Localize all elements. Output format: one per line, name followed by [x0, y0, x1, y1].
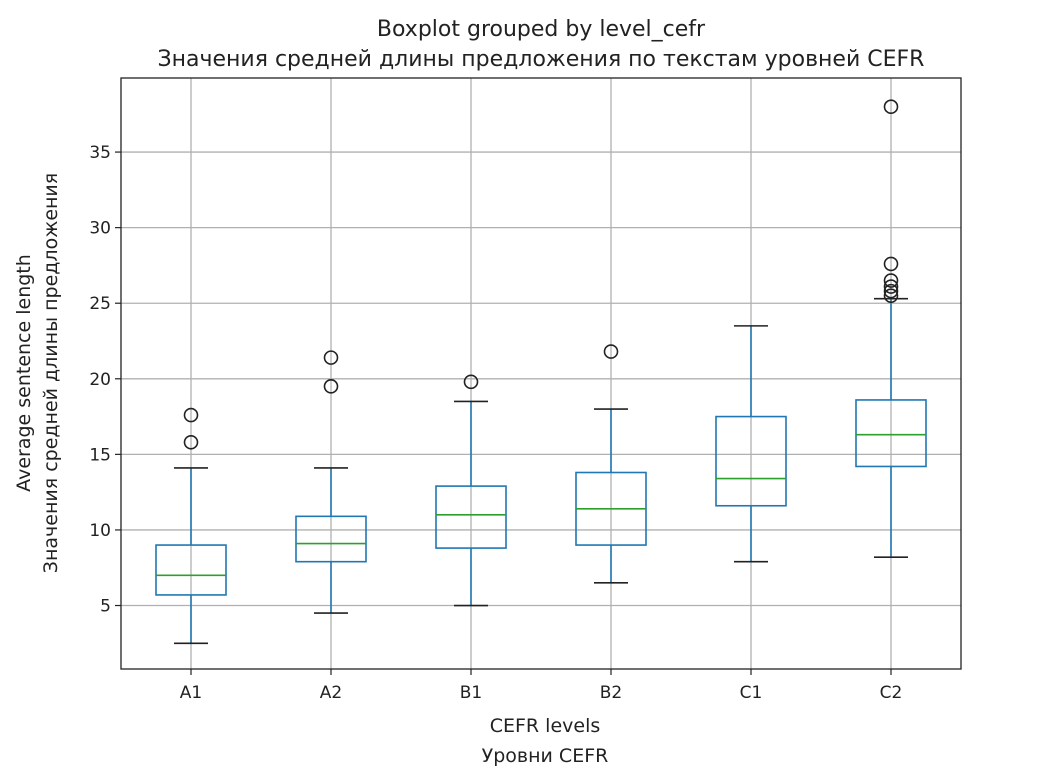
outlier-point	[883, 283, 899, 299]
x-tick-label: B2	[600, 683, 622, 703]
y-tick-label: 35	[89, 143, 111, 163]
box-B2	[575, 344, 647, 584]
y-tick-label: 20	[89, 370, 111, 390]
y-axis-label-2: Значения средней длины предложения	[40, 173, 62, 573]
outlier-point	[883, 256, 899, 272]
x-tick-label: C1	[740, 683, 763, 703]
box-C2	[855, 99, 927, 558]
outlier-point	[603, 344, 619, 359]
box-A1	[155, 407, 227, 645]
chart-title: Boxplot grouped by level_cefr	[377, 17, 706, 42]
outlier-point	[323, 379, 339, 394]
x-axis-label-2: Уровни CEFR	[482, 745, 609, 767]
y-tick-label: 15	[89, 445, 111, 465]
outlier-point	[183, 407, 199, 423]
outlier-point	[323, 350, 339, 365]
x-tick-label: A1	[180, 683, 202, 703]
y-tick-label: 5	[100, 597, 111, 617]
box-A2	[295, 350, 367, 614]
outlier-point	[463, 374, 479, 390]
chart-subtitle: Значения средней длины предложения по те…	[158, 47, 925, 72]
box-iqr	[435, 485, 507, 549]
outlier-point	[883, 288, 899, 303]
outlier-point	[883, 99, 899, 115]
box-B1	[435, 374, 507, 607]
outlier-point	[883, 273, 899, 288]
box-iqr	[295, 515, 367, 563]
y-tick-label: 25	[89, 294, 111, 314]
y-axis-label: Average sentence length	[13, 254, 35, 492]
x-axis-label: CEFR levels	[490, 715, 601, 737]
x-tick-label: A2	[320, 683, 342, 703]
box-iqr	[715, 415, 787, 507]
box-iqr	[855, 399, 927, 468]
box-C1	[715, 325, 787, 563]
outlier-point	[183, 434, 199, 450]
box-iqr	[155, 544, 227, 596]
y-tick-label: 10	[89, 521, 111, 541]
y-tick-label: 30	[89, 219, 111, 239]
outlier-point	[883, 279, 899, 294]
plot-frame	[120, 77, 962, 670]
x-tick-label: B1	[460, 683, 482, 703]
x-tick-label: C2	[880, 683, 903, 703]
